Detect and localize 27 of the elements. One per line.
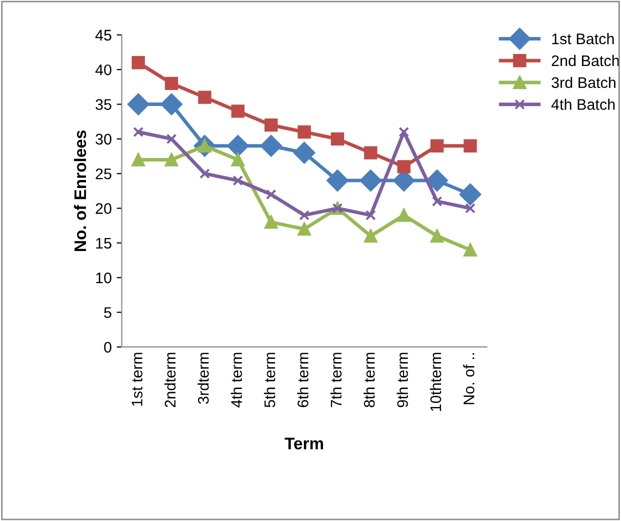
y-tick-label: 45 xyxy=(95,30,112,41)
x-axis-title: Term xyxy=(284,438,324,450)
legend-label: 2nd Batch xyxy=(552,54,619,66)
x-tick-label: 2ndterm xyxy=(164,352,176,408)
y-tick-label: 10 xyxy=(96,272,112,284)
x-tick-label: 10thterm xyxy=(430,352,442,411)
legend-label: 4th Batch xyxy=(551,98,615,110)
y-tick-label: 20 xyxy=(96,203,112,214)
x-tick-label: 6th term xyxy=(297,352,308,408)
x-tick-label: 9th term xyxy=(396,352,408,408)
y-tick-label: 0 xyxy=(104,342,112,353)
y-tick-label: 25 xyxy=(96,168,112,180)
y-tick-label: 5 xyxy=(104,307,112,318)
y-tick-label: 15 xyxy=(96,238,112,249)
y-tick-label: 30 xyxy=(96,134,112,145)
x-tick-label: No. of .. xyxy=(463,353,474,404)
x-tick-label: 8th term xyxy=(364,352,375,408)
x-tick-label: 5th term xyxy=(264,352,276,408)
x-tick-label: 7th term xyxy=(330,352,342,408)
x-tick-label: 4th term xyxy=(230,352,242,408)
x-tick-label: 3rdterm xyxy=(198,352,209,404)
y-tick-label: 40 xyxy=(95,64,112,76)
y-axis-title: No. of Enrolees xyxy=(74,130,86,251)
legend-label: 3rd Batch xyxy=(552,76,616,88)
legend-label: 1st Batch xyxy=(552,33,614,44)
x-tick-label: 1st term xyxy=(132,352,142,406)
y-tick-label: 35 xyxy=(96,99,112,110)
